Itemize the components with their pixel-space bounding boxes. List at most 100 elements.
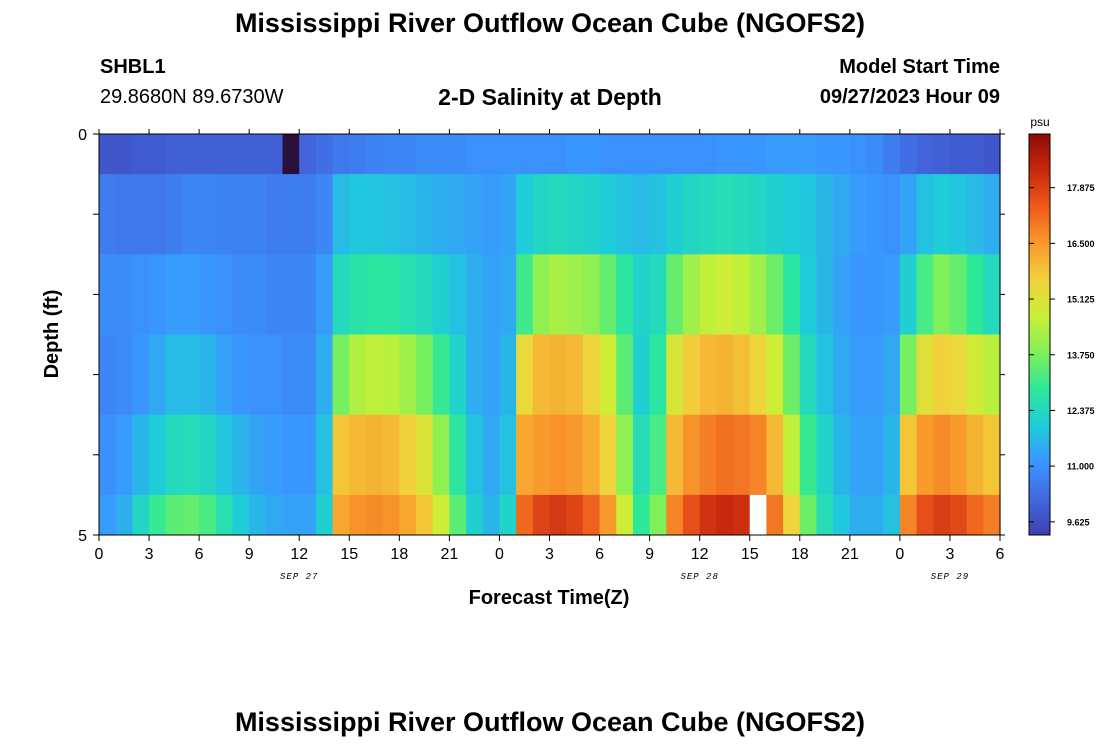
heatmap-cell (799, 174, 818, 255)
heatmap-cell (249, 494, 267, 536)
heatmap-cell (382, 174, 400, 255)
heatmap-cell (149, 494, 167, 536)
heatmap-cell (149, 414, 167, 496)
heatmap-cell (649, 174, 667, 255)
colorbar-tick-label: 11.000 (1067, 462, 1094, 472)
heatmap-cell (282, 494, 300, 536)
heatmap-cell (866, 134, 884, 175)
heatmap-cell (499, 254, 517, 335)
colorbar-tick-label: 9.625 (1067, 517, 1090, 527)
heatmap-cell (99, 254, 117, 335)
heatmap-cell (365, 414, 384, 496)
heatmap-cell (349, 334, 367, 416)
heatmap-cell (416, 174, 434, 255)
heatmap-cell (883, 414, 901, 496)
heatmap-cell (549, 134, 567, 175)
heatmap-cell (849, 254, 868, 335)
heatmap-cell (983, 134, 1001, 175)
x-tick-label: 9 (245, 546, 254, 563)
heatmap-cell (132, 414, 150, 496)
heatmap-cell (916, 414, 934, 496)
heatmap-cell (132, 334, 150, 416)
heatmap-cell (599, 414, 617, 496)
heatmap-cell (516, 494, 534, 536)
heatmap-cell (182, 134, 200, 175)
heatmap-cell (132, 494, 150, 536)
heatmap-cell (199, 334, 217, 416)
heatmap-cell (516, 134, 534, 175)
heatmap-cell (182, 334, 200, 416)
heatmap-cell (682, 174, 701, 255)
heatmap-cell (733, 134, 751, 175)
heatmap-cell (983, 494, 1001, 536)
heatmap-cell (165, 414, 184, 496)
heatmap-cell (833, 414, 851, 496)
heatmap-cell (282, 174, 300, 255)
heatmap-cell (566, 174, 584, 255)
heatmap-cell (315, 254, 334, 335)
heatmap-cell (749, 254, 768, 335)
heatmap-cell (582, 494, 601, 536)
heatmap-cell (199, 174, 217, 255)
x-date-label: SEP 29 (931, 572, 969, 582)
heatmap-cell (916, 134, 934, 175)
heatmap-cell (733, 254, 751, 335)
heatmap-cell (499, 134, 517, 175)
heatmap-cell (265, 414, 284, 496)
heatmap-cell (466, 134, 484, 175)
heatmap-cell (399, 494, 417, 536)
heatmap-cell (232, 334, 250, 416)
heatmap-cell (632, 254, 651, 335)
heatmap-cell (349, 254, 367, 335)
heatmap-cell (716, 134, 734, 175)
heatmap-cell (299, 414, 317, 496)
heatmap-cell (849, 414, 868, 496)
x-tick-label: 6 (996, 546, 1005, 563)
heatmap-cell (432, 414, 450, 496)
colorbar-tick-label: 15.125 (1067, 295, 1095, 305)
heatmap-cell (532, 334, 551, 416)
heatmap-cell (282, 334, 300, 416)
heatmap-cell (449, 414, 467, 496)
heatmap-cell (699, 414, 717, 496)
heatmap-cell (232, 174, 250, 255)
heatmap-cell (849, 334, 868, 416)
heatmap-cell (766, 494, 784, 536)
heatmap-cell (666, 494, 684, 536)
heatmap-cell (616, 494, 634, 536)
heatmap-cell (733, 414, 751, 496)
heatmap-cell (549, 494, 567, 536)
heatmap-cell (532, 494, 551, 536)
heatmap-cell (416, 134, 434, 175)
heatmap-cell (632, 134, 651, 175)
heatmap-cell (682, 494, 701, 536)
heatmap-cell (532, 414, 551, 496)
heatmap-cell (182, 254, 200, 335)
heatmap-cell (532, 254, 551, 335)
heatmap-cell (949, 494, 968, 536)
heatmap-cell (916, 494, 934, 536)
heatmap-cell (933, 414, 951, 496)
heatmap-cell (149, 254, 167, 335)
heatmap-cell (716, 334, 734, 416)
heatmap-cell (132, 134, 150, 175)
heatmap-cell (416, 334, 434, 416)
heatmap-cell (916, 334, 934, 416)
y-tick-label: 0 (78, 127, 87, 144)
heatmap-cell (766, 414, 784, 496)
heatmap-cell (365, 174, 384, 255)
heatmap-cell (299, 134, 317, 175)
heatmap-cell (549, 334, 567, 416)
heatmap-cell (916, 174, 934, 255)
heatmap-cell (833, 334, 851, 416)
heatmap-cell (766, 174, 784, 255)
heatmap-cell (682, 334, 701, 416)
heatmap-cell (649, 254, 667, 335)
x-tick-label: 0 (895, 546, 904, 563)
heatmap-cell (582, 254, 601, 335)
heatmap-cell (599, 494, 617, 536)
model-start-value: 09/27/2023 Hour 09 (819, 86, 1000, 108)
x-tick-label: 3 (545, 546, 554, 563)
heatmap-cell (649, 494, 667, 536)
heatmap-cell (232, 254, 250, 335)
